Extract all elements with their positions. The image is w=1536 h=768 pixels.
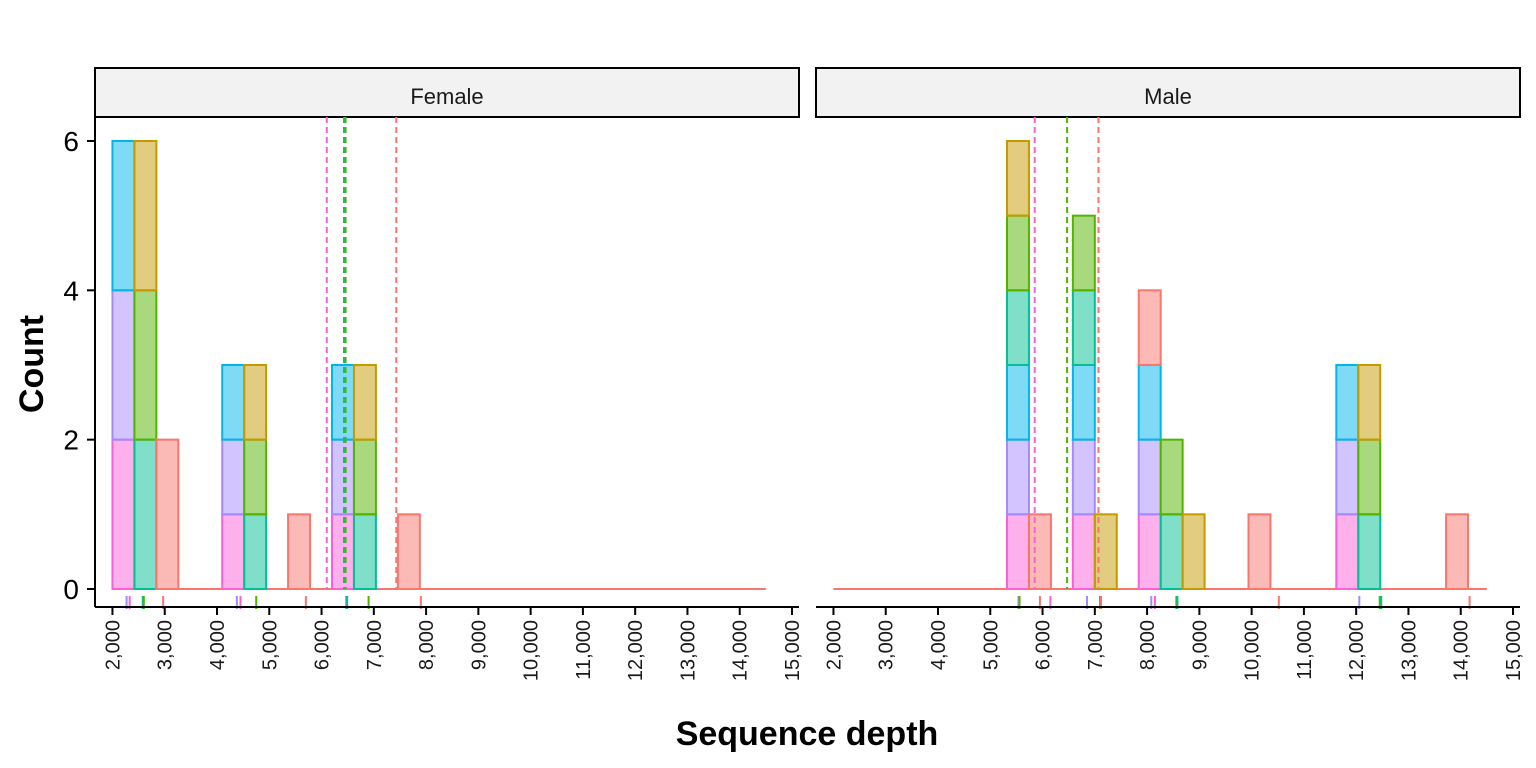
x-tick-label: 4,000	[207, 620, 229, 670]
histogram-bar-segment	[243, 438, 268, 516]
x-tick-label: 9,000	[468, 620, 490, 670]
y-axis-title: Count	[13, 315, 51, 413]
histogram-bar-segment	[396, 513, 421, 591]
facet-strip-label: Male	[1144, 84, 1192, 109]
histogram-bar-segment	[1159, 438, 1184, 516]
histogram-bar-segment	[1335, 513, 1360, 591]
x-tick-label: 2,000	[102, 620, 124, 670]
histogram-bar-segment	[1006, 289, 1030, 366]
histogram-bar-segment	[155, 438, 180, 590]
histogram-bar-segment	[331, 513, 355, 591]
histogram-bar-segment	[1093, 513, 1118, 591]
x-tick-label: 10,000	[1242, 620, 1264, 681]
histogram-bar-segment	[352, 363, 377, 441]
histogram-bar-segment	[1006, 438, 1030, 516]
y-tick-label: 6	[63, 126, 79, 157]
histogram-bar-segment	[221, 438, 246, 516]
histogram-bar-segment	[331, 438, 355, 516]
x-tick-label: 7,000	[1085, 620, 1107, 670]
y-axis: 0 2 4 6	[63, 117, 96, 607]
histogram-bar-segment	[1006, 363, 1030, 441]
x-tick-label: 13,000	[1398, 620, 1420, 681]
x-tick-label: 8,000	[416, 620, 438, 670]
histogram-bar-segment	[352, 513, 377, 591]
histogram-bar-segment	[1335, 438, 1360, 516]
histogram-bar-segment	[1071, 513, 1096, 591]
histogram-bar-segment	[221, 513, 246, 591]
x-tick-label: 12,000	[1346, 620, 1368, 681]
x-tick-label: 9,000	[1189, 620, 1211, 670]
x-tick-label: 14,000	[1451, 620, 1473, 681]
histogram-bar-segment	[1357, 513, 1382, 591]
x-tick-label: 8,000	[1137, 620, 1159, 670]
histogram-bar-segment	[221, 363, 246, 441]
histogram-bar-segment	[1027, 513, 1052, 591]
histogram-bar-segment	[1445, 513, 1470, 591]
facet-strip	[94, 67, 800, 118]
histogram-bar-segment	[243, 363, 268, 441]
histogram-bar-segment	[1357, 438, 1382, 516]
x-tick-label: 11,000	[1294, 620, 1316, 680]
x-tick-label: 3,000	[876, 620, 898, 670]
histogram-bar-segment	[1357, 363, 1382, 441]
y-tick-label: 4	[63, 275, 79, 306]
histogram-bar-segment	[1247, 513, 1272, 591]
histogram-bar-segment	[1181, 513, 1206, 591]
facet-strip	[815, 67, 1521, 118]
x-tick-label: 5,000	[980, 620, 1002, 670]
histogram-bar-segment	[111, 289, 136, 441]
histogram-bar-segment	[287, 513, 312, 591]
x-tick-label: 13,000	[677, 620, 699, 681]
x-tick-label: 10,000	[521, 620, 543, 681]
x-tick-label: 4,000	[928, 620, 950, 670]
x-tick-label: 5,000	[259, 620, 281, 670]
panel-male: Male 2,000 3,000 4,000 5,000 6,000 7,000 8,000 9…	[815, 67, 1525, 681]
histogram-bar-segment	[1071, 214, 1096, 292]
x-tick-label: 6,000	[312, 620, 334, 670]
x-tick-label: 11,000	[573, 620, 595, 680]
x-tick-label: 3,000	[155, 620, 177, 670]
histogram-bar-segment	[1335, 363, 1360, 441]
x-tick-label: 14,000	[730, 620, 752, 681]
histogram-bar-segment	[1159, 513, 1184, 591]
histogram-bar-segment	[1137, 513, 1162, 591]
facet-strip-label: Female	[410, 84, 483, 109]
histogram-bar-segment	[133, 438, 158, 590]
histogram-bar-segment	[1071, 363, 1096, 441]
x-tick-label: 15,000	[782, 620, 804, 681]
histogram-bar-segment	[1071, 289, 1096, 366]
histogram-bar-segment	[1137, 438, 1162, 516]
x-tick-label: 15,000	[1503, 620, 1525, 681]
panels-layer: Female 2,000 3,000 4,000 5,000 6,000 7,000 8,00…	[94, 67, 1525, 681]
histogram-bar-segment	[1006, 139, 1030, 217]
y-tick-label: 0	[63, 574, 79, 605]
histogram-bar-segment	[111, 139, 136, 292]
histogram-bar-segment	[1071, 438, 1096, 516]
histogram-bar-segment	[352, 438, 377, 516]
histogram-bar-segment	[243, 513, 268, 591]
histogram-bar-segment	[331, 363, 355, 441]
x-axis-title: Sequence depth	[676, 715, 939, 753]
histogram-bar-segment	[133, 139, 158, 292]
histogram-bar-segment	[111, 438, 136, 590]
histogram-bar-segment	[1137, 363, 1162, 441]
histogram-bar-segment	[1006, 513, 1030, 591]
x-tick-label: 6,000	[1033, 620, 1055, 670]
y-tick-label: 2	[63, 425, 79, 456]
x-tick-label: 7,000	[364, 620, 386, 670]
panel-female: Female 2,000 3,000 4,000 5,000 6,000 7,000 8,00…	[94, 67, 804, 681]
histogram-bar-segment	[1137, 289, 1162, 366]
histogram-bar-segment	[133, 289, 158, 441]
x-tick-label: 2,000	[823, 620, 845, 670]
x-tick-label: 12,000	[625, 620, 647, 681]
histogram-bar-segment	[1006, 214, 1030, 292]
